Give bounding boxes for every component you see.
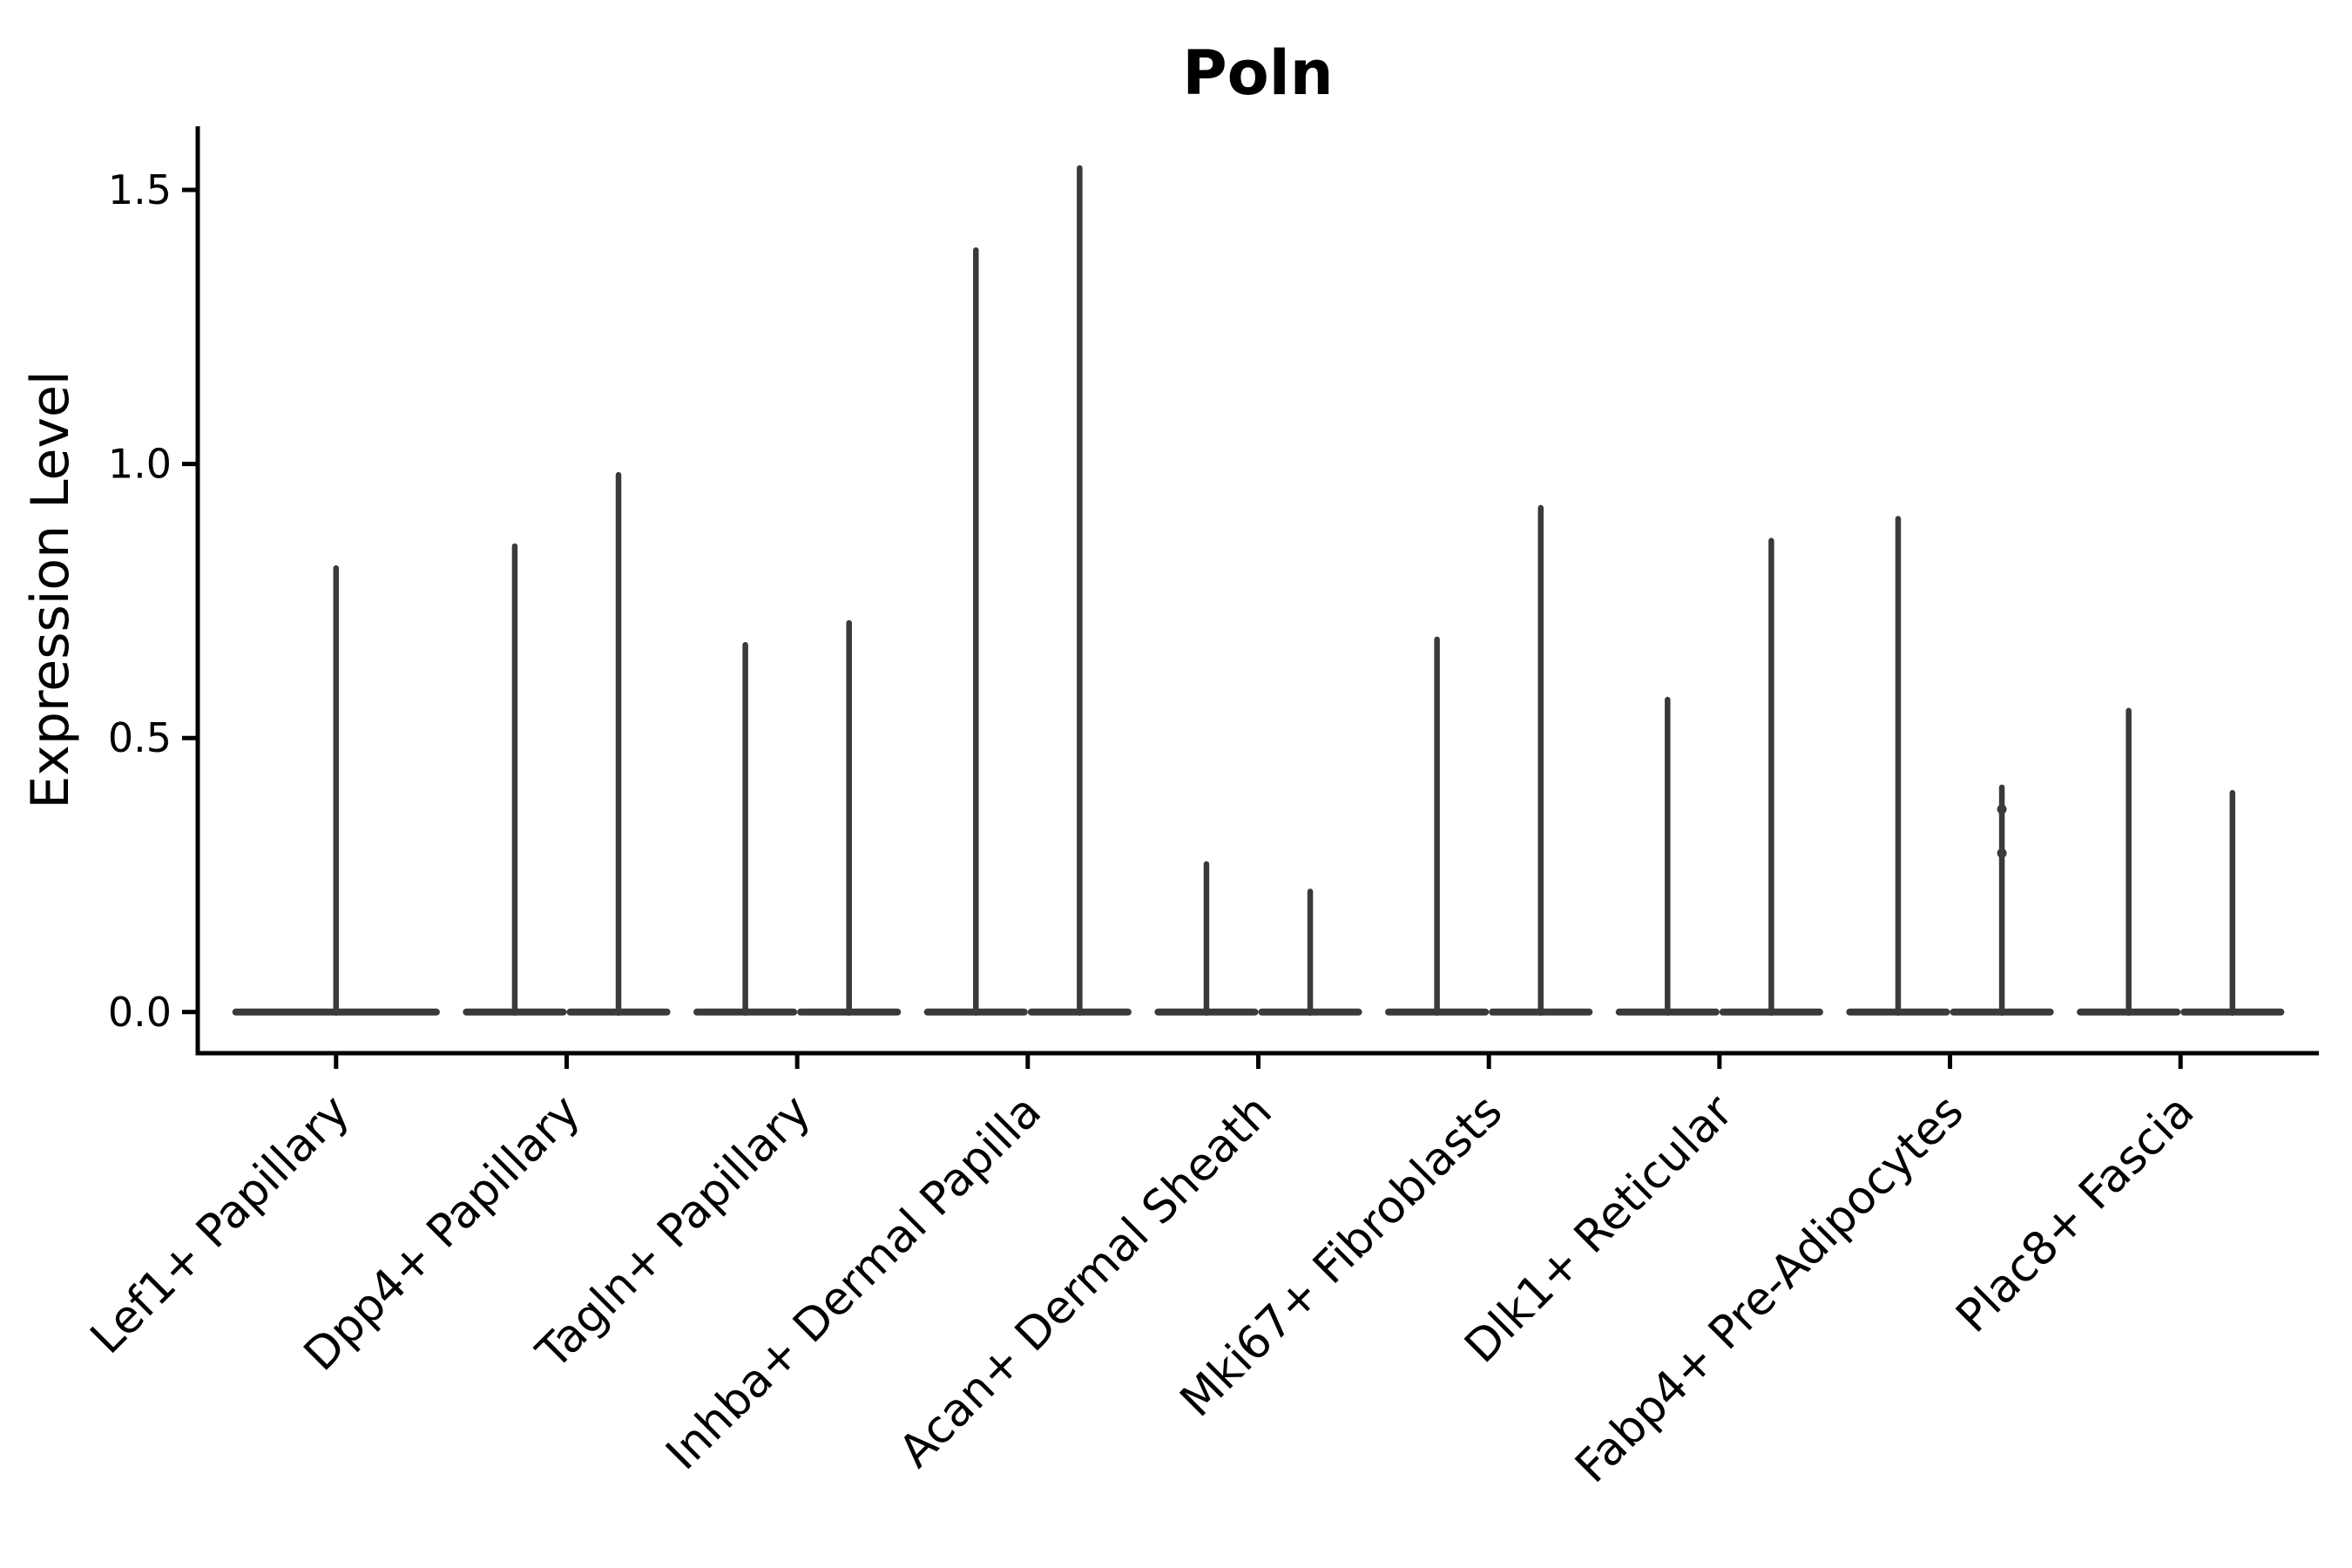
violin-group [2077,707,2285,1017]
y-tick-label: 1.0 [108,441,172,488]
y-axis-ticks: 0.0 0.5 1.0 1.5 [108,166,198,1036]
expression-point [1997,804,2007,814]
y-tick-label: 0.5 [108,714,172,761]
y-axis-label: Expression Level [20,370,81,808]
y-tick-label: 1.5 [108,166,172,213]
violin-group [1846,516,2054,1017]
violin-group [1615,537,1823,1017]
violin-group [232,564,440,1017]
violin-group [1385,504,1593,1017]
expression-point [1997,848,2007,858]
violin-group [1154,861,1362,1017]
violin-group [923,165,1132,1017]
x-tick-label: Fabp4+ Pre-Adipocytes [1565,1085,1973,1493]
violin-group [463,471,671,1017]
violin-group [693,619,902,1017]
violins-layer [232,165,2285,1017]
chart-title: Poln [1182,37,1333,109]
x-tick-label: Plac8+ Fascia [1946,1085,2204,1343]
x-tick-label: Inhba+ Dermal Papilla [657,1085,1051,1480]
x-tick-label: Acan+ Dermal Sheath [889,1085,1282,1478]
y-tick-label: 0.0 [108,989,172,1036]
